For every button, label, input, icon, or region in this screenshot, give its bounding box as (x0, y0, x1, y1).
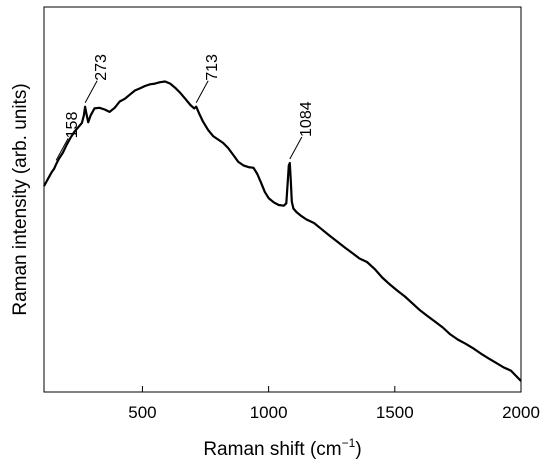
x-axis-title: Raman shift (cm−1) (203, 436, 361, 460)
peak-leader-line (195, 80, 209, 103)
x-tick-label: 1500 (376, 403, 414, 422)
peak-leader-line (84, 80, 98, 103)
peak-label-1084: 1084 (298, 101, 315, 137)
spectrum-line (43, 80, 522, 382)
plot-frame (43, 6, 522, 393)
x-ticks: 500 1000 1500 2000 (128, 386, 540, 422)
peak-leader-line (289, 136, 303, 160)
x-axis-title-close: ) (355, 439, 361, 460)
x-tick-label: 500 (128, 403, 156, 422)
y-axis-title: Raman intensity (arb. units) (10, 83, 31, 315)
peak-label-273: 273 (93, 54, 110, 81)
x-axis-title-superscript: −1 (342, 436, 356, 450)
x-tick-label: 2000 (502, 403, 540, 422)
peak-annotations: 158 273 713 1084 (55, 54, 315, 161)
peak-label-158: 158 (64, 112, 81, 139)
x-axis-title-main: Raman shift (cm (203, 439, 341, 460)
peak-label-713: 713 (204, 54, 221, 81)
x-tick-label: 1000 (250, 403, 288, 422)
peak-leader-line (55, 138, 69, 161)
